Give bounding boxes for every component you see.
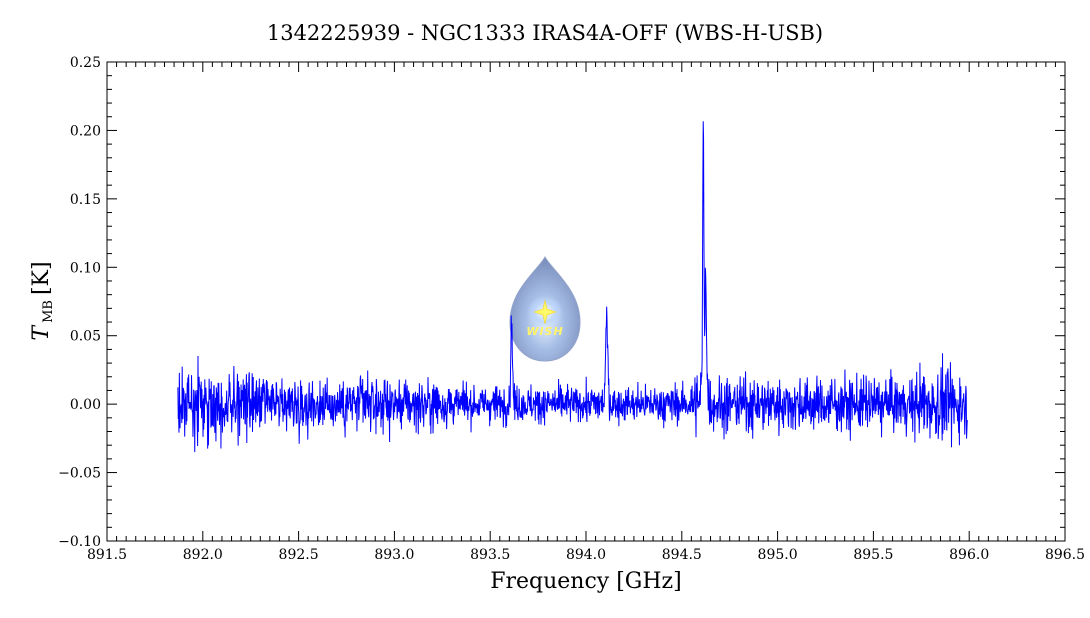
y-tick-label: 0.00 (70, 397, 101, 413)
y-tick-label: −0.05 (58, 466, 101, 482)
y-tick-label: 0.20 (70, 123, 101, 139)
y-axis-label-symbol: T (29, 324, 54, 341)
wish-logo: WISH (509, 255, 581, 362)
x-tick-label: 892.5 (279, 547, 319, 563)
x-tick-label: 896.0 (949, 547, 989, 563)
y-tick-label: −0.10 (58, 534, 101, 550)
svg-text:TMB[K]: TMB [K] (29, 261, 56, 340)
axis-ticks (106, 61, 1066, 542)
y-tick-label: 0.15 (70, 192, 101, 208)
x-tick-label: 894.5 (662, 547, 702, 563)
y-axis-label-subscript: MB (41, 300, 56, 323)
y-tick-label: 0.25 (70, 55, 101, 71)
x-tick-label: 892.0 (183, 547, 223, 563)
y-axis-label: TMB [K] (29, 261, 56, 340)
x-tick-labels: 891.5 892.0 892.5 893.0 893.5 894.0 894.5 895.0… (87, 547, 1085, 563)
y-tick-labels: −0.10 −0.05 0.00 0.05 0.10 0.15 0.20 0.25 (58, 55, 101, 550)
wish-logo-text: WISH (526, 325, 563, 338)
star-icon (533, 299, 557, 325)
x-tick-label: 895.0 (758, 547, 798, 563)
y-axis-label-unit: [K] (29, 261, 54, 295)
y-tick-label: 0.05 (70, 329, 101, 345)
series-line (177, 121, 968, 453)
x-tick-label: 894.0 (566, 547, 606, 563)
x-axis-label: Frequency [GHz] (490, 569, 682, 594)
x-tick-label: 891.5 (87, 547, 127, 563)
x-tick-label: 893.0 (374, 547, 414, 563)
x-tick-label: 893.5 (470, 547, 510, 563)
y-tick-label: 0.10 (70, 260, 101, 276)
x-tick-label: 895.5 (853, 547, 893, 563)
plot-frame (106, 61, 1066, 542)
chart-title: 1342225939 - NGC1333 IRAS4A-OFF (WBS-H-U… (267, 21, 823, 45)
x-tick-label: 896.5 (1045, 547, 1085, 563)
